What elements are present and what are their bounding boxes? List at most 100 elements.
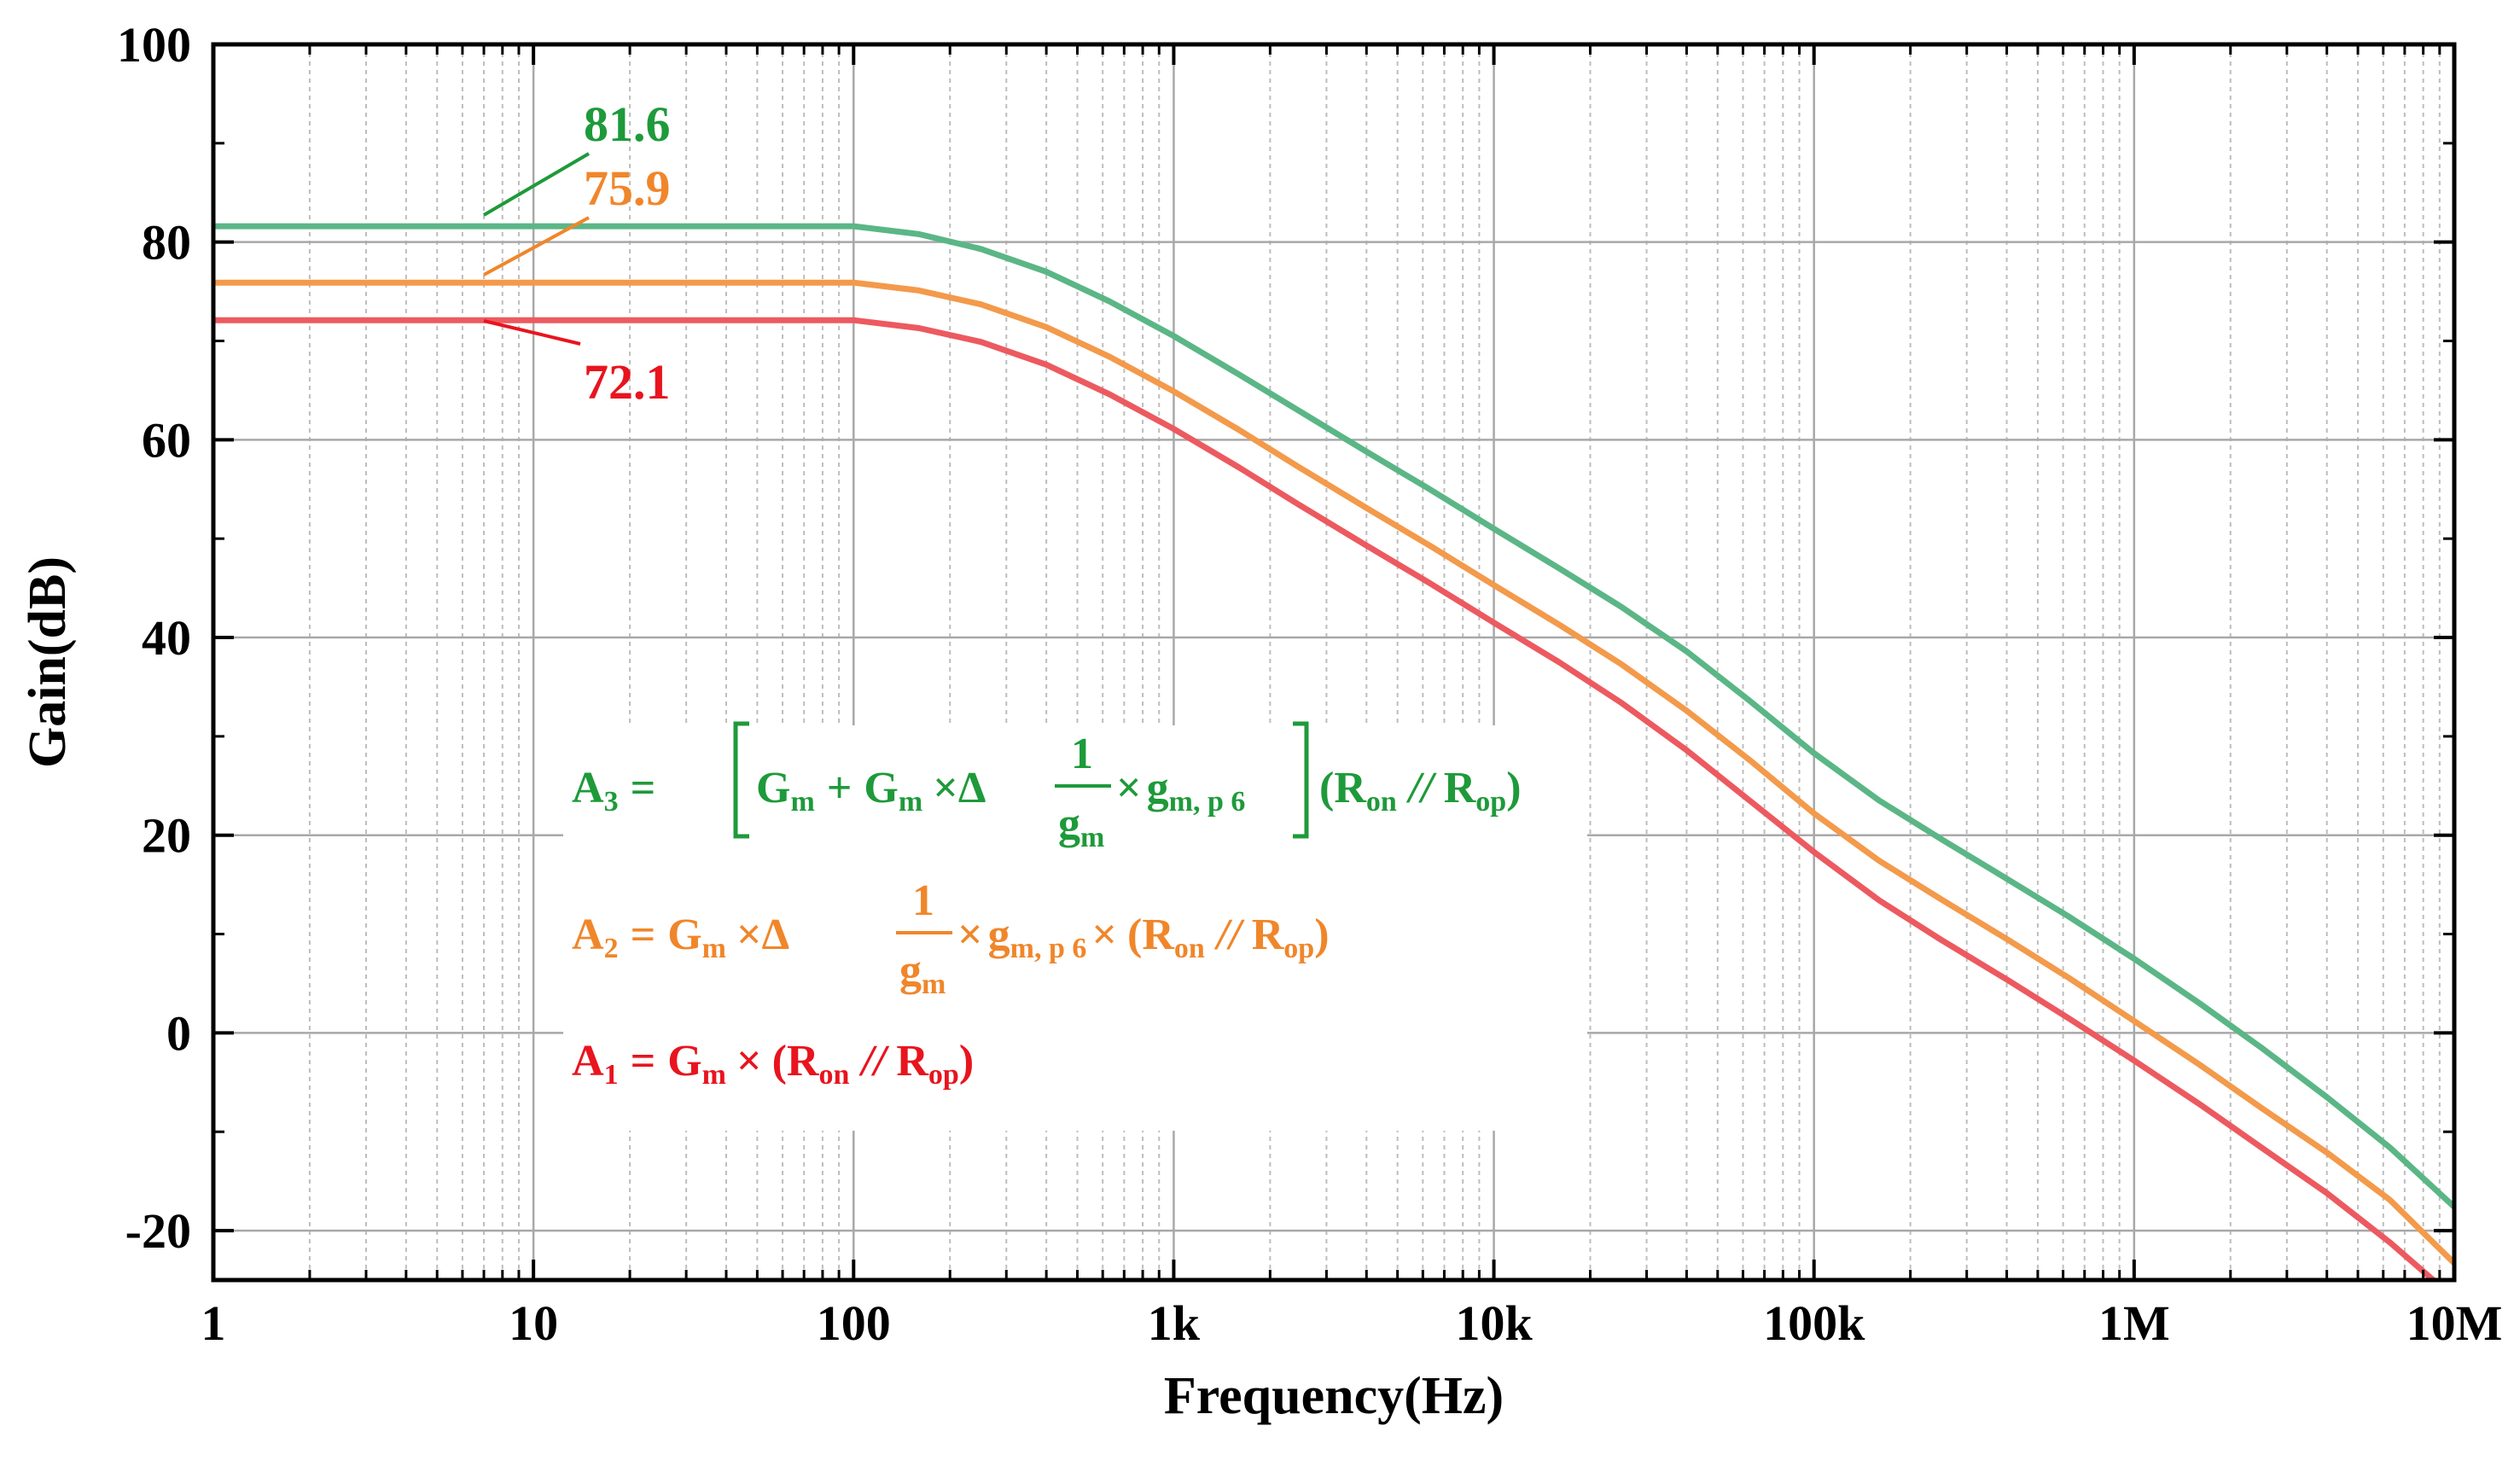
value-label-a3: 81.6 xyxy=(584,96,671,152)
leader-line-a3 xyxy=(482,152,591,217)
y-tick-label: 100 xyxy=(117,17,191,73)
series-line-a1 xyxy=(213,317,2435,1280)
x-tick-label: 100 xyxy=(817,1295,891,1351)
svg-text:×gm, p 6×(Ron//Rop): × gm, p 6 × (Ron//Rop) xyxy=(957,911,1330,964)
eq-a1-G1: G xyxy=(667,1037,701,1085)
eq-a2-A: A xyxy=(572,911,604,959)
eq-a2-G1: G xyxy=(667,911,701,959)
series-line-a3 xyxy=(213,223,2454,1209)
x-tick-label: 100k xyxy=(1763,1295,1865,1351)
eq-a3-paren-close: ) xyxy=(1506,764,1521,812)
eq-a2-paren-open: ( xyxy=(1127,911,1142,959)
eq-a3-A: A xyxy=(572,764,604,812)
eq-a3-G2-sub: m xyxy=(899,786,922,818)
eq-a1-R2-sub: op xyxy=(928,1059,959,1091)
eq-a3-gm: g xyxy=(1147,764,1169,812)
eq-a2-frac-num: 1 xyxy=(912,876,934,925)
equation-a3: A3 = Gm + Gm ×Δ 1 gm × gm, p 6 (Ron//Rop) xyxy=(572,721,1522,853)
eq-a1-R1: R xyxy=(787,1037,820,1085)
eq-a2-times2: × xyxy=(957,911,983,959)
eq-a2-paren-close: ) xyxy=(1314,911,1329,959)
x-tick-label: 10k xyxy=(1455,1295,1533,1351)
eq-a1-A-sub: 1 xyxy=(604,1059,619,1091)
eq-a2-times3: × xyxy=(1091,911,1117,959)
value-label-a2: 75.9 xyxy=(584,160,671,216)
eq-a3-R2-sub: op xyxy=(1475,786,1506,818)
x-tick-label: 1 xyxy=(201,1295,226,1351)
equation-a2: A2 = Gm ×Δ 1 gm × gm, p 6 × (Ron//Rop) xyxy=(572,876,1330,1000)
eq-a1-parallel: // xyxy=(858,1037,889,1085)
eq-a1-R1-sub: on xyxy=(819,1059,850,1091)
eq-a3-frac-den-sub: m xyxy=(1080,822,1104,853)
leader-line-a2 xyxy=(483,216,590,276)
y-tick-label: -20 xyxy=(125,1203,191,1259)
y-tick-label: 60 xyxy=(142,412,191,468)
value-callouts: 81.6 75.9 72.1 xyxy=(482,96,671,410)
eq-a2-frac-den: g xyxy=(899,946,922,995)
eq-a2-times1: × xyxy=(736,911,762,959)
x-tick-label: 10 xyxy=(509,1295,558,1351)
eq-a3-delta: Δ xyxy=(958,764,986,812)
eq-a3-gm-sub: m, p 6 xyxy=(1169,786,1246,818)
x-tick-label: 1k xyxy=(1148,1295,1201,1351)
eq-a3-right-bracket xyxy=(1293,721,1309,839)
axis-tick-labels: 1 10 100 1k 10k 100k 1M 10M -20 0 20 40 60 80 100 xyxy=(117,17,2502,1351)
eq-a1-equals: = xyxy=(631,1037,656,1085)
eq-a3-G1: G xyxy=(756,764,790,812)
minor-grid xyxy=(308,44,2441,1280)
svg-text:gm: gm xyxy=(1058,800,1104,853)
eq-a3-plus: + xyxy=(827,764,853,812)
svg-text:×gm, p 6: × gm, p 6 xyxy=(1116,764,1245,818)
eq-a3-G1-sub: m xyxy=(790,786,814,818)
y-tick-label: 40 xyxy=(142,610,191,666)
x-tick-label: 1M xyxy=(2098,1295,2170,1351)
y-tick-label: 20 xyxy=(142,808,191,864)
eq-a2-R1-sub: on xyxy=(1174,933,1205,964)
eq-a2-A-sub: 2 xyxy=(604,933,619,964)
series-line-a2 xyxy=(213,279,2454,1266)
eq-a3-R1: R xyxy=(1334,764,1367,812)
y-tick-label: 80 xyxy=(142,215,191,271)
eq-a1-paren-open: ( xyxy=(772,1037,787,1085)
eq-a3-parallel: // xyxy=(1405,764,1437,812)
x-axis-title: Frequency(Hz) xyxy=(1164,1367,1504,1425)
y-axis-title: Gain(dB) xyxy=(19,556,77,768)
eq-a3-frac-den: g xyxy=(1058,800,1080,848)
eq-a3-left-bracket xyxy=(733,721,749,839)
svg-text:Gm+Gm×Δ: Gm + Gm ×Δ xyxy=(756,764,986,818)
eq-a3-R1-sub: on xyxy=(1366,786,1397,818)
value-label-a1: 72.1 xyxy=(584,354,671,410)
eq-a3-equals: = xyxy=(631,764,656,812)
eq-a3-paren-open: ( xyxy=(1319,764,1334,812)
eq-a3-G2: G xyxy=(864,764,898,812)
leader-line-a1 xyxy=(483,319,581,346)
eq-a2-R1: R xyxy=(1142,911,1175,959)
svg-text:(Ron//Rop): (Ron//Rop) xyxy=(1319,764,1522,818)
plot-frame xyxy=(211,42,2457,1283)
eq-a2-R2: R xyxy=(1252,911,1285,959)
eq-a1-A: A xyxy=(572,1037,604,1085)
equation-a1: A1 = Gm × (Ron//Rop) xyxy=(572,1037,974,1091)
svg-text:A3=: A3 = xyxy=(572,764,655,818)
eq-a3-times1: × xyxy=(933,764,958,812)
svg-text:A2=Gm×Δ: A2 = Gm ×Δ xyxy=(572,911,789,964)
eq-a1-G1-sub: m xyxy=(702,1059,726,1091)
eq-a3-R2: R xyxy=(1444,764,1477,812)
eq-a3-frac-num: 1 xyxy=(1071,730,1093,778)
eq-a1-times1: × xyxy=(736,1037,762,1085)
axis-ticks xyxy=(212,43,2456,1280)
eq-a2-gm-sub: m, p 6 xyxy=(1010,933,1087,964)
eq-a3-times2: × xyxy=(1116,764,1142,812)
eq-a2-equals: = xyxy=(631,911,656,959)
eq-a1-paren-close: ) xyxy=(959,1037,974,1085)
eq-a2-R2-sub: op xyxy=(1283,933,1314,964)
eq-a2-delta: Δ xyxy=(762,911,790,959)
svg-text:A1=Gm×(Ron//Rop): A1 = Gm × (Ron//Rop) xyxy=(572,1037,974,1091)
eq-a1-R2: R xyxy=(896,1037,929,1085)
eq-a2-frac-den-sub: m xyxy=(922,969,946,1000)
eq-a2-parallel: // xyxy=(1213,911,1245,959)
series-layer xyxy=(213,223,2454,1280)
x-tick-label: 10M xyxy=(2406,1295,2503,1351)
eq-a2-gm: g xyxy=(988,911,1010,959)
